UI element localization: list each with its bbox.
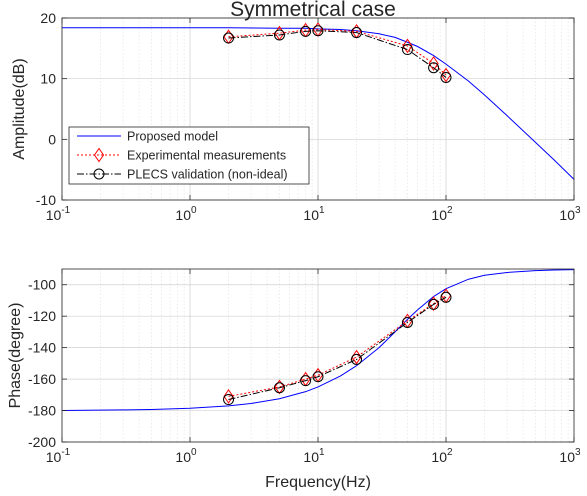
y-tick-label: -180 [28, 403, 56, 419]
data-point-circle [312, 25, 324, 37]
x-tick-label: 10-1 [46, 205, 71, 223]
series-line-plecs-validation-non-ideal [228, 30, 447, 78]
y-axis-label: Phase(degree) [7, 303, 24, 409]
x-tick-label: 103 [559, 205, 581, 223]
y-tick-label: 20 [40, 10, 56, 26]
data-point-circle [401, 316, 413, 328]
x-tick-label: 103 [559, 447, 581, 465]
legend-label: PLECS validation (non-ideal) [127, 168, 288, 182]
data-point-circle [351, 27, 363, 39]
data-point-diamond [223, 389, 234, 404]
x-tick-label: 101 [303, 205, 325, 223]
legend-label: Proposed model [127, 130, 218, 144]
legend: Proposed model Experimental measurements P… [68, 126, 310, 185]
data-point-circle [401, 44, 413, 56]
y-tick-label: -120 [28, 308, 56, 324]
series-line-proposed-model [62, 27, 575, 180]
data-point-diamond [428, 296, 439, 311]
y-axis-label: Amplitude(dB) [11, 58, 28, 159]
legend-marker-circle [93, 168, 105, 180]
x-tick-label: 101 [303, 447, 325, 465]
data-point-circle [223, 32, 235, 44]
x-tick-label: 102 [431, 205, 453, 223]
x-tick-label: 100 [175, 447, 197, 465]
y-tick-label: 0 [48, 131, 56, 147]
data-point-circle [300, 25, 312, 37]
chart-title: Symmetrical case [230, 0, 396, 21]
data-point-circle [223, 394, 235, 406]
data-point-circle [312, 371, 324, 383]
series-line-experimental-measurements [228, 29, 447, 76]
y-tick-label: -100 [28, 277, 56, 293]
data-point-circle [351, 353, 363, 365]
series-line-proposed-model [61, 269, 575, 412]
amplitude-plot: 10-1 100 101 102 103 -10 0 10 20 Amplitude(dB) Sym… [11, 0, 581, 223]
data-point-circle [300, 375, 312, 387]
legend-label: Experimental measurements [127, 149, 286, 163]
x-axis-label: Frequency(Hz) [265, 474, 371, 491]
data-point-circle [440, 291, 452, 303]
phase-plot: 10-1 100 101 102 103 -200 -180 -160 -140 -120 -100… [7, 268, 581, 491]
data-point-diamond [402, 38, 413, 54]
data-point-diamond [274, 379, 285, 395]
y-tick-label: -200 [28, 434, 56, 450]
x-tick-label: 102 [431, 447, 453, 465]
data-point-diamond [428, 56, 439, 71]
y-tick-label: 10 [40, 71, 56, 87]
x-tick-label: 100 [175, 205, 197, 223]
data-point-circle [440, 71, 452, 83]
y-tick-label: -10 [36, 192, 56, 208]
legend-marker-diamond [93, 147, 105, 163]
data-point-circle [273, 29, 285, 41]
data-point-circle [428, 298, 440, 310]
data-point-circle [273, 382, 285, 394]
y-tick-label: -160 [28, 371, 56, 387]
data-point-circle [428, 62, 440, 74]
y-tick-label: -140 [28, 340, 56, 356]
x-tick-label: 10-1 [46, 447, 71, 465]
